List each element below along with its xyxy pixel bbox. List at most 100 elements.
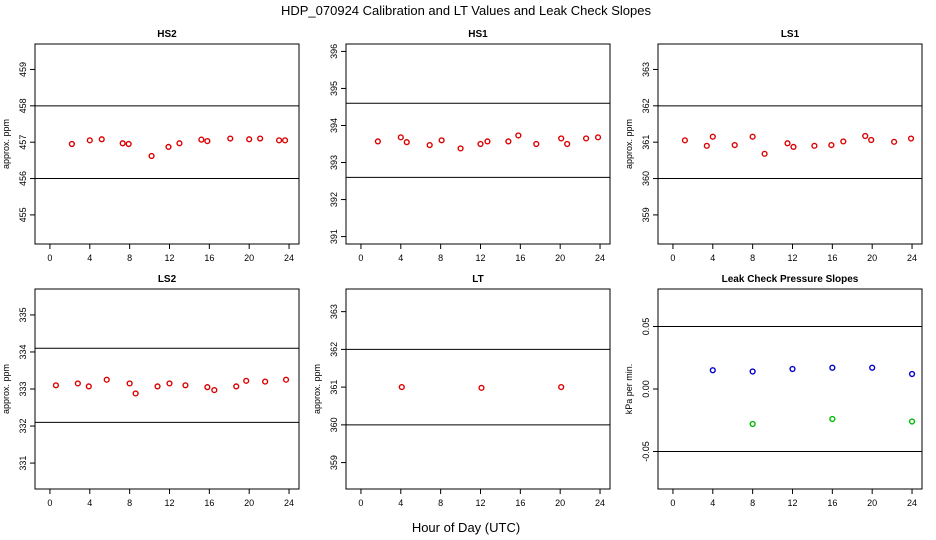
data-point: [731, 141, 738, 149]
x-tick-label: 8: [127, 498, 132, 508]
data-point: [594, 134, 602, 141]
y-tick-label: 361: [329, 380, 339, 395]
panel-5: Leak Check Pressure Slopes kPa per min. 0 4…: [624, 274, 923, 508]
x-tick-label: 4: [87, 253, 92, 263]
data-point: [811, 142, 818, 149]
data-point: [68, 140, 75, 148]
x-tick-label: 8: [750, 253, 755, 263]
data-point: [515, 132, 522, 139]
data-point: [374, 138, 381, 145]
data-point: [477, 140, 484, 148]
y-tick-label: 456: [18, 171, 28, 186]
data-point: [908, 418, 916, 425]
data-point: [227, 135, 234, 142]
data-point: [749, 368, 756, 375]
data-point: [397, 134, 404, 141]
data-point: [505, 138, 512, 145]
data-points: [68, 135, 289, 160]
data-point: [829, 415, 836, 423]
data-points: [374, 132, 602, 152]
panel-3: LS2 approx. ppm 0 4 8 12 16 20 24 331 332 333 334 335: [1, 274, 300, 508]
y-tick-label: 359: [641, 207, 651, 222]
x-tick-label: 24: [284, 253, 294, 263]
data-point: [182, 382, 189, 389]
y-tick-label: 360: [641, 171, 651, 186]
x-tick-label: 0: [670, 253, 675, 263]
data-point: [154, 383, 161, 390]
x-tick-label: 20: [244, 498, 254, 508]
y-tick-label: 360: [329, 417, 339, 432]
x-tick-label: 8: [438, 253, 443, 263]
y-tick-label: 392: [329, 192, 339, 207]
y-tick-label: -0.05: [641, 441, 651, 462]
data-point: [176, 140, 183, 147]
data-point: [478, 384, 485, 391]
data-point: [829, 364, 836, 371]
y-tick-label: 362: [641, 98, 651, 113]
data-point: [132, 390, 139, 397]
data-points: [709, 364, 916, 428]
y-tick-label: 0.05: [641, 318, 651, 336]
data-point: [103, 376, 110, 383]
x-tick-label: 20: [867, 498, 877, 508]
x-tick-label: 24: [284, 498, 294, 508]
x-tick-label: 16: [204, 498, 214, 508]
x-tick-label: 20: [867, 253, 877, 263]
y-tick-label: 359: [329, 455, 339, 470]
plot-frame: [345, 43, 611, 245]
y-tick-label: 361: [641, 135, 651, 150]
x-tick-label: 12: [475, 253, 485, 263]
data-point: [438, 137, 445, 144]
plot-frame: [345, 288, 611, 490]
data-point: [281, 137, 289, 144]
panel-title: LS1: [781, 29, 800, 40]
x-tick-label: 12: [475, 498, 485, 508]
data-point: [784, 140, 791, 147]
x-tick-label: 20: [555, 253, 565, 263]
x-tick-label: 4: [87, 498, 92, 508]
data-point: [243, 377, 250, 384]
data-point: [126, 380, 133, 387]
y-tick-label: 393: [329, 155, 339, 170]
x-tick-label: 8: [438, 498, 443, 508]
data-point: [533, 140, 540, 148]
data-point: [907, 135, 915, 142]
panel-title: Leak Check Pressure Slopes: [722, 274, 859, 285]
y-tick-label: 363: [329, 304, 339, 319]
y-axis-label: kPa per min.: [624, 364, 634, 415]
y-axis-label: approx. ppm: [1, 119, 11, 169]
y-tick-label: 391: [329, 229, 339, 244]
plot-frame: [657, 288, 923, 490]
data-point: [148, 152, 155, 160]
data-point: [119, 140, 126, 147]
plot-frame: [34, 288, 300, 490]
x-tick-label: 12: [787, 498, 797, 508]
x-tick-label: 20: [244, 253, 254, 263]
x-tick-label: 12: [787, 253, 797, 263]
x-tick-label: 12: [164, 253, 174, 263]
y-axis-label: approx. ppm: [1, 364, 11, 414]
y-tick-label: 455: [18, 207, 28, 222]
data-point: [862, 132, 869, 140]
panel-title: LS2: [158, 274, 177, 285]
x-tick-label: 4: [398, 498, 403, 508]
data-point: [789, 365, 796, 373]
y-tick-label: 332: [18, 419, 28, 434]
data-points: [681, 132, 915, 157]
data-points: [398, 384, 565, 391]
y-tick-label: 0.00: [641, 380, 651, 398]
data-point: [125, 140, 132, 148]
y-tick-label: 395: [329, 81, 339, 96]
y-tick-label: 394: [329, 118, 339, 133]
data-point: [703, 142, 710, 149]
x-tick-label: 24: [907, 253, 917, 263]
x-tick-label: 16: [827, 253, 837, 263]
x-tick-label: 0: [47, 498, 52, 508]
x-tick-label: 0: [358, 498, 363, 508]
data-point: [74, 380, 81, 387]
x-tick-label: 0: [670, 498, 675, 508]
figure-title: HDP_070924 Calibration and LT Values and…: [281, 3, 652, 18]
data-point: [398, 384, 405, 391]
data-point: [749, 420, 756, 428]
